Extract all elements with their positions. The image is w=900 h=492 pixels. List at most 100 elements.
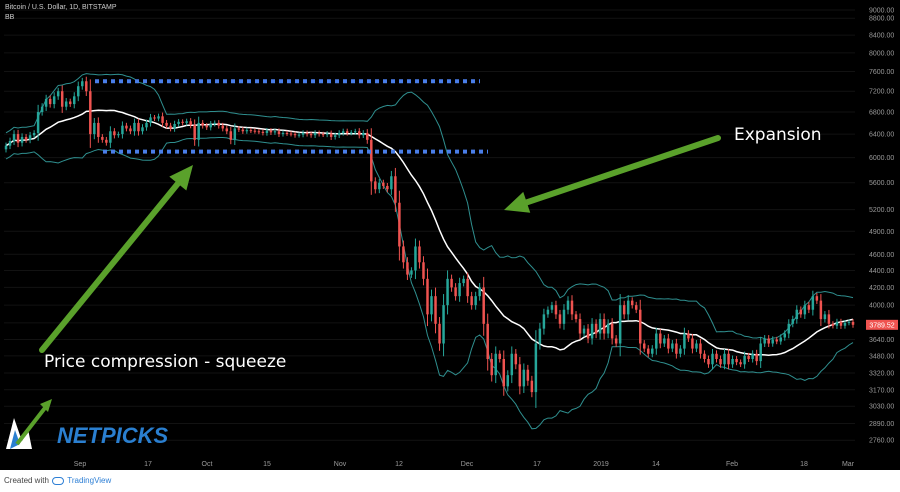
candle [4, 142, 8, 153]
squeeze-arrow [39, 165, 193, 353]
candle [12, 130, 16, 145]
x-tick-label: Mar [842, 461, 855, 468]
candle [510, 346, 514, 384]
y-tick-label: 3170.00 [869, 387, 894, 394]
candle [747, 352, 750, 362]
candle [590, 318, 594, 345]
arrows [39, 135, 721, 353]
chart-area[interactable]: 2760.00 2890.00 3030.00 3170.00 3320.00 3480.… [0, 0, 900, 470]
candle [197, 116, 200, 147]
x-tick-label: Feb [726, 461, 738, 468]
candle [562, 304, 566, 330]
candle [566, 296, 570, 315]
candle [358, 128, 361, 139]
candle [221, 122, 225, 132]
candle [217, 120, 221, 129]
candle [317, 130, 321, 137]
candle [165, 120, 168, 129]
y-tick-label: 4900.00 [869, 229, 894, 236]
candle [594, 319, 598, 339]
candle [398, 190, 401, 261]
candle [663, 335, 666, 347]
candle [101, 134, 104, 143]
candle [36, 104, 40, 141]
basis-line [5, 109, 854, 356]
candle [289, 131, 293, 137]
candle [771, 336, 774, 347]
candle [261, 129, 265, 136]
candle [851, 319, 855, 328]
candle [81, 77, 84, 90]
candle [40, 103, 44, 116]
y-tick-label: 6400.00 [869, 132, 894, 139]
candle [64, 98, 68, 111]
candle [374, 177, 377, 194]
footer: Created with TradingView [4, 476, 111, 485]
candle [651, 345, 654, 358]
candle [634, 301, 638, 314]
candle [173, 120, 176, 132]
x-tick-label: Sep [74, 461, 87, 468]
candle [518, 356, 522, 395]
candle [390, 170, 393, 195]
candle [618, 294, 622, 357]
candle [149, 113, 152, 127]
candle [542, 308, 546, 335]
tradingview-link[interactable]: TradingView [67, 476, 112, 485]
candle [819, 294, 823, 327]
candle [474, 291, 477, 310]
candle [48, 95, 52, 108]
candle [478, 283, 481, 301]
candle [16, 129, 20, 148]
level-lines [95, 79, 488, 154]
candle [438, 317, 441, 351]
candle [803, 300, 807, 319]
candle [209, 121, 212, 131]
y-tick-label: 2890.00 [869, 421, 894, 428]
candle [462, 275, 465, 287]
candle [113, 128, 116, 139]
x-tick-label: Dec [461, 461, 474, 468]
candle [273, 128, 277, 135]
y-tick-label: 8400.00 [869, 33, 894, 40]
candle [482, 276, 485, 336]
candle [811, 290, 815, 316]
price-chart[interactable]: 2760.00 2890.00 3030.00 3170.00 3320.00 3480.… [0, 0, 900, 470]
candle [32, 130, 36, 139]
lower-band [5, 137, 854, 430]
candle [695, 340, 698, 353]
tradingview-cloud-icon [52, 476, 65, 485]
candle [281, 130, 285, 137]
candle [807, 301, 811, 314]
candle [683, 327, 686, 355]
candle [755, 349, 758, 366]
candle [237, 126, 241, 133]
candle [715, 350, 718, 363]
last-price: 3789.52 [866, 319, 898, 330]
candle [530, 375, 534, 398]
candle [189, 118, 192, 129]
candles [4, 76, 855, 408]
candle [622, 300, 626, 319]
candle [233, 123, 237, 146]
candle [394, 167, 397, 212]
candle [345, 128, 349, 136]
candle [791, 315, 795, 328]
candle [329, 130, 333, 141]
candle [446, 270, 449, 315]
candle [117, 131, 120, 138]
candle [723, 348, 726, 370]
x-tick-label: 17 [144, 461, 152, 468]
candle [56, 87, 60, 100]
y-tick-label: 3320.00 [869, 370, 894, 377]
candle [434, 287, 437, 334]
x-tick-label: 12 [395, 461, 403, 468]
y-tick-label: 3480.00 [869, 353, 894, 360]
candle [815, 292, 819, 304]
x-tick-label: 18 [800, 461, 808, 468]
candle [77, 81, 80, 102]
candle [598, 313, 602, 340]
candle [402, 240, 405, 269]
candle [68, 98, 72, 107]
expansion-annotation: Expansion [734, 125, 822, 145]
